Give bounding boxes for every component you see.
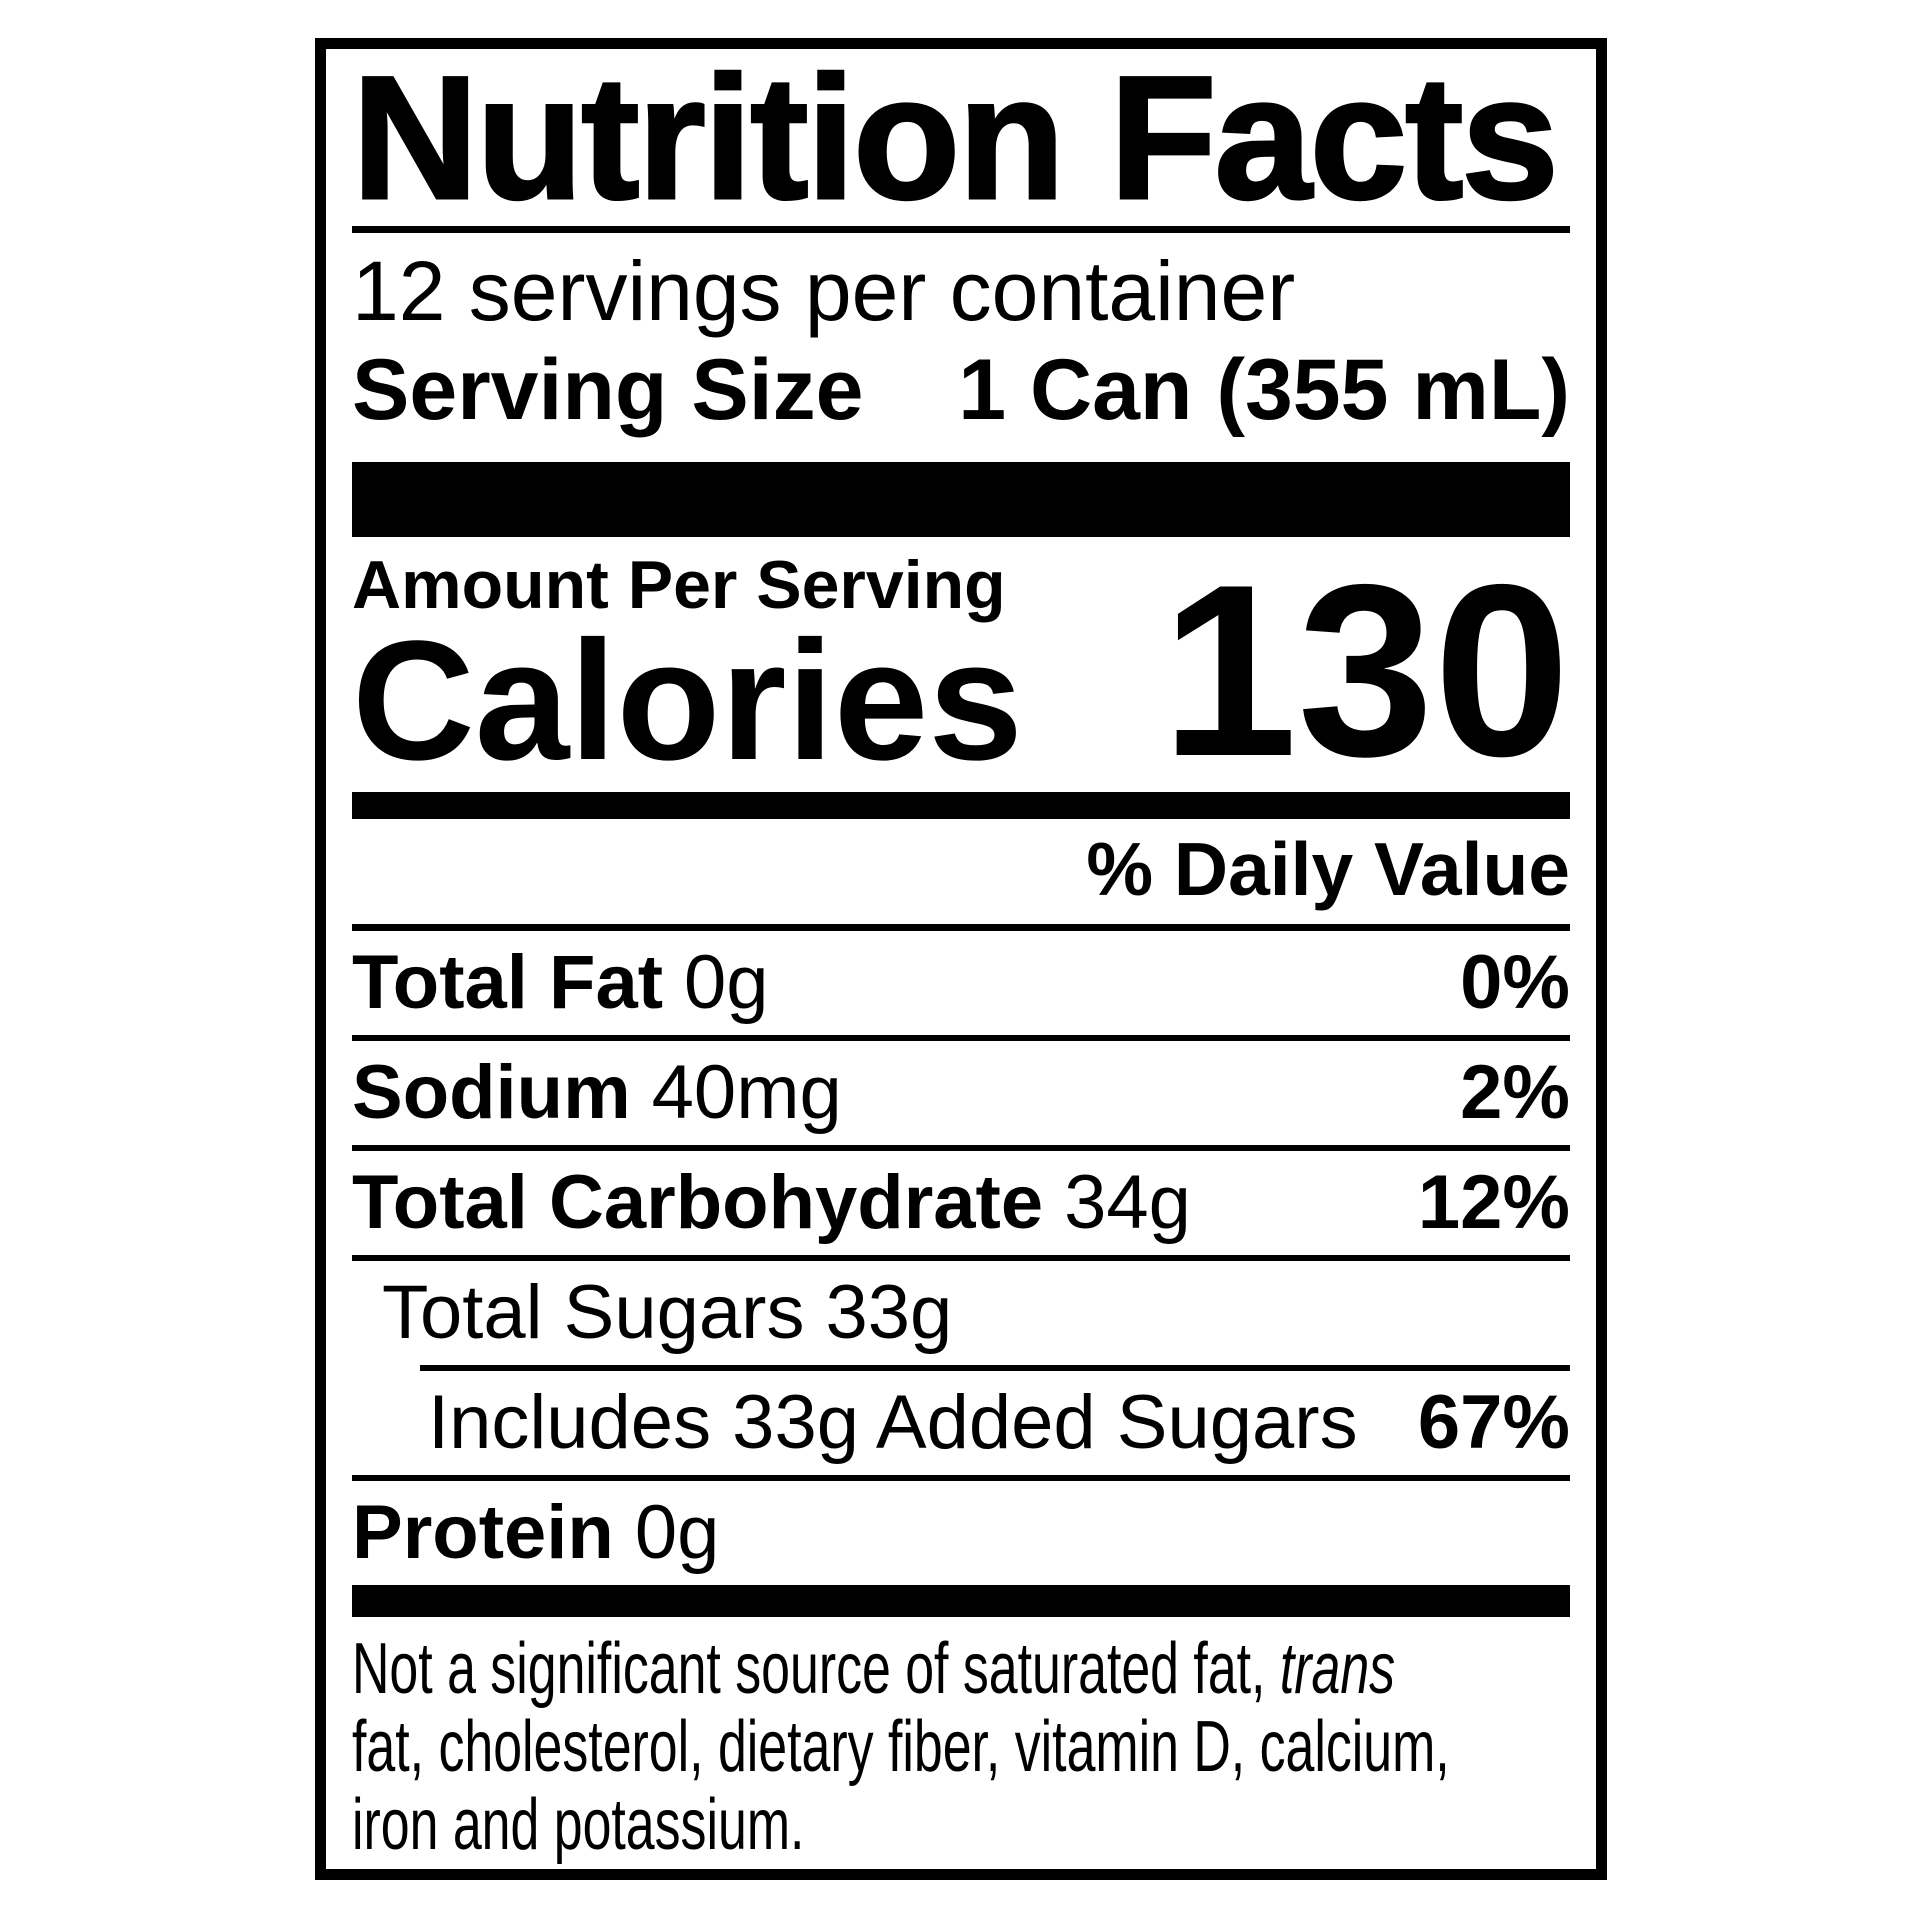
serving-size-row: Serving Size 1 Can (355 mL) (352, 347, 1570, 433)
row-divider-indented (420, 1365, 1570, 1371)
nutrient-daily-value: 0% (1460, 940, 1570, 1025)
nutrient-name: Total Carbohydrate (352, 1160, 1044, 1245)
nutrition-facts-label: Nutrition Facts 12 servings per containe… (315, 38, 1607, 1880)
daily-value-header: % Daily Value (1086, 827, 1570, 911)
nutrient-name: Total Sugars (382, 1270, 805, 1355)
nutrient-amount: 0g (684, 940, 769, 1025)
footnote-line-3: iron and potassium. (352, 1785, 805, 1865)
calories-label: Calories (352, 606, 1023, 796)
nutrient-row-total-sugars: Total Sugars 33g (352, 1261, 1570, 1365)
nutrient-text: Total Carbohydrate 34g (352, 1165, 1191, 1241)
nutrient-row-total-carbohydrate: Total Carbohydrate 34g 12% (352, 1151, 1570, 1255)
footnote-line-2: fat, cholesterol, dietary fiber, vitamin… (352, 1707, 1450, 1787)
calories-value: 130 (1161, 533, 1570, 807)
nutrient-daily-value: 2% (1460, 1050, 1570, 1135)
thick-bar-top (352, 462, 1570, 537)
amount-per-serving-label: Amount Per Serving (352, 547, 1006, 623)
footnote: Not a significant source of saturated fa… (352, 1630, 1570, 1864)
footnote-text: Not a significant source of saturated fa… (352, 1629, 1280, 1709)
row-divider (352, 1145, 1570, 1151)
nutrient-name: Total Fat (352, 940, 664, 1025)
nutrient-daily-value: 12% (1417, 1160, 1570, 1245)
label-title: Nutrition Facts (351, 41, 1561, 236)
calories-block: Amount Per Serving Calories 130 (352, 533, 1570, 807)
nutrient-name: Protein (352, 1490, 614, 1575)
title-divider (352, 226, 1570, 233)
nutrient-row-sodium: Sodium 40mg 2% (352, 1041, 1570, 1145)
footnote-line-1: Not a significant source of saturated fa… (352, 1630, 1395, 1708)
nutrient-amount: 40mg (651, 1050, 842, 1135)
daily-value-divider (352, 924, 1570, 931)
nutrient-text: Includes 33g Added Sugars (428, 1385, 1358, 1461)
nutrient-text: Total Fat 0g (352, 945, 769, 1021)
nutrient-amount: 33g (825, 1270, 953, 1355)
nutrient-row-total-fat: Total Fat 0g 0% (352, 931, 1570, 1035)
footnote-italic-trans: trans (1279, 1629, 1396, 1709)
row-divider (352, 1475, 1570, 1481)
thick-bar-bottom (352, 1585, 1570, 1617)
nutrient-amount: 34g (1064, 1160, 1191, 1245)
nutrient-text: Sodium 40mg (352, 1055, 842, 1131)
nutrient-amount: 0g (634, 1490, 720, 1575)
nutrient-row-added-sugars: Includes 33g Added Sugars 67% (352, 1371, 1570, 1475)
nutrient-text: Total Sugars 33g (382, 1275, 952, 1351)
row-divider (352, 1255, 1570, 1261)
servings-per-container: 12 servings per container (352, 244, 1296, 338)
row-divider (352, 1035, 1570, 1041)
serving-size-value: 1 Can (355 mL) (958, 342, 1570, 438)
nutrient-name: Includes 33g Added Sugars (428, 1380, 1358, 1465)
nutrient-daily-value: 67% (1417, 1380, 1570, 1465)
medium-bar-calories (352, 792, 1570, 819)
serving-size-label: Serving Size (352, 342, 864, 438)
nutrient-text: Protein 0g (352, 1495, 719, 1571)
nutrient-name: Sodium (352, 1050, 631, 1135)
nutrient-row-protein: Protein 0g (352, 1481, 1570, 1585)
